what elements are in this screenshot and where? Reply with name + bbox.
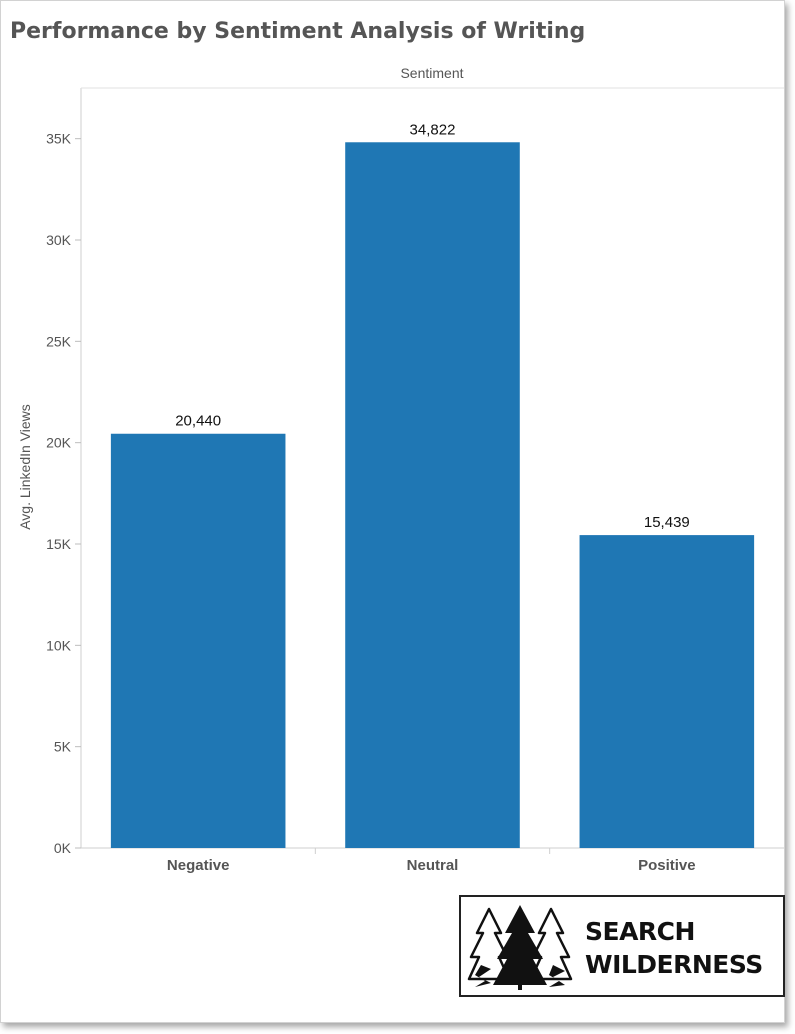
y-tick-label: 25K	[46, 333, 72, 349]
y-tick-label: 30K	[46, 232, 72, 248]
chart-title: Performance by Sentiment Analysis of Wri…	[10, 19, 586, 44]
y-tick-label: 20K	[46, 435, 72, 451]
y-tick-label: 10K	[46, 637, 72, 653]
data-label-positive: 15,439	[644, 514, 690, 531]
x-tick-label-negative: Negative	[167, 857, 230, 874]
x-tick-label-positive: Positive	[638, 857, 696, 874]
x-axis-title: Sentiment	[400, 65, 463, 81]
bar-negative	[110, 433, 286, 848]
y-tick-label: 0K	[54, 840, 72, 856]
logo-line-1: SEARCH	[585, 917, 695, 946]
bar-chart: Sentiment Avg. LinkedIn Views 0K 5K 10K 15K…	[17, 65, 784, 874]
bar-positive	[579, 535, 755, 848]
y-axis-title: Avg. LinkedIn Views	[17, 404, 33, 530]
chart-frame: Performance by Sentiment Analysis of Wri…	[0, 0, 785, 1023]
data-label-negative: 20,440	[175, 413, 221, 430]
x-tick-label-neutral: Neutral	[407, 857, 459, 874]
y-tick-label: 15K	[46, 536, 72, 552]
logo-text: SEARCH WILDERNESS	[585, 915, 763, 981]
data-label-neutral: 34,822	[410, 121, 456, 138]
pine-trees-icon	[467, 905, 573, 990]
plot-area: 0K 5K 10K 15K 20K 25K 30K 35K 20,440 Negative 34,8…	[46, 87, 784, 874]
y-tick-label: 35K	[46, 131, 72, 147]
search-wilderness-logo: SEARCH WILDERNESS	[459, 895, 785, 997]
bar-neutral	[345, 142, 520, 848]
y-tick-label: 5K	[54, 739, 72, 755]
logo-line-2: WILDERNESS	[585, 950, 763, 979]
